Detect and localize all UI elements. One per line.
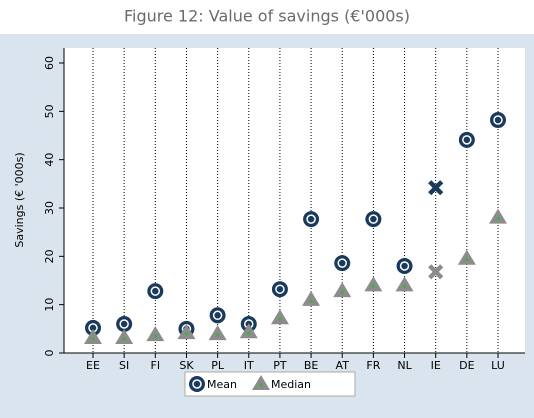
data-point — [490, 112, 506, 129]
x-tick-label: LU — [491, 359, 505, 372]
data-point — [396, 258, 413, 274]
data-point — [147, 283, 164, 300]
y-tick-label: 20 — [43, 249, 56, 263]
data-point — [177, 324, 196, 340]
data-point — [457, 249, 476, 265]
data-point — [489, 208, 507, 224]
x-tick-label: IE — [431, 359, 441, 372]
data-point — [364, 276, 383, 292]
y-tick-label: 30 — [43, 201, 56, 215]
data-point — [428, 264, 444, 280]
data-point — [428, 180, 444, 196]
legend — [184, 371, 356, 397]
legend-marker — [251, 375, 270, 390]
data-point — [271, 281, 288, 298]
x-tick-label: PT — [273, 359, 287, 372]
legend-label: Median — [271, 378, 311, 391]
data-point — [395, 276, 414, 292]
x-tick-label: SI — [119, 359, 129, 372]
data-point — [209, 307, 226, 324]
data-point — [84, 329, 102, 345]
data-point — [365, 211, 382, 228]
x-tick-label: SK — [179, 359, 194, 372]
y-tick-label: 0 — [43, 350, 56, 357]
x-tick-label: FR — [366, 359, 380, 372]
x-tick-label: NL — [397, 359, 412, 372]
y-axis-label: Savings (€ '000s) — [13, 152, 26, 247]
chart-title: Figure 12: Value of savings (€'000s) — [124, 7, 410, 26]
data-point — [270, 309, 289, 325]
legend-label: Mean — [207, 378, 237, 391]
data-point — [239, 323, 258, 339]
y-tick-label: 60 — [43, 56, 56, 70]
data-point — [146, 326, 165, 342]
data-point — [458, 131, 475, 148]
plot-area — [64, 48, 525, 353]
x-tick-label: PL — [211, 359, 225, 372]
data-point — [303, 211, 320, 228]
data-point — [333, 282, 352, 298]
x-tick-label: FI — [151, 359, 161, 372]
data-point — [208, 325, 227, 341]
x-tick-label: AT — [336, 359, 350, 372]
data-point — [115, 329, 134, 345]
legend-marker — [189, 376, 205, 392]
data-point — [334, 255, 351, 272]
x-tick-label: IT — [244, 359, 254, 372]
data-point — [116, 316, 133, 332]
x-tick-label: DE — [459, 359, 474, 372]
y-tick-label: 10 — [43, 298, 56, 312]
data-point — [302, 290, 321, 306]
x-tick-label: BE — [304, 359, 319, 372]
x-tick-label: EE — [86, 359, 100, 372]
y-tick-label: 50 — [43, 104, 56, 118]
y-tick-label: 40 — [43, 153, 56, 167]
